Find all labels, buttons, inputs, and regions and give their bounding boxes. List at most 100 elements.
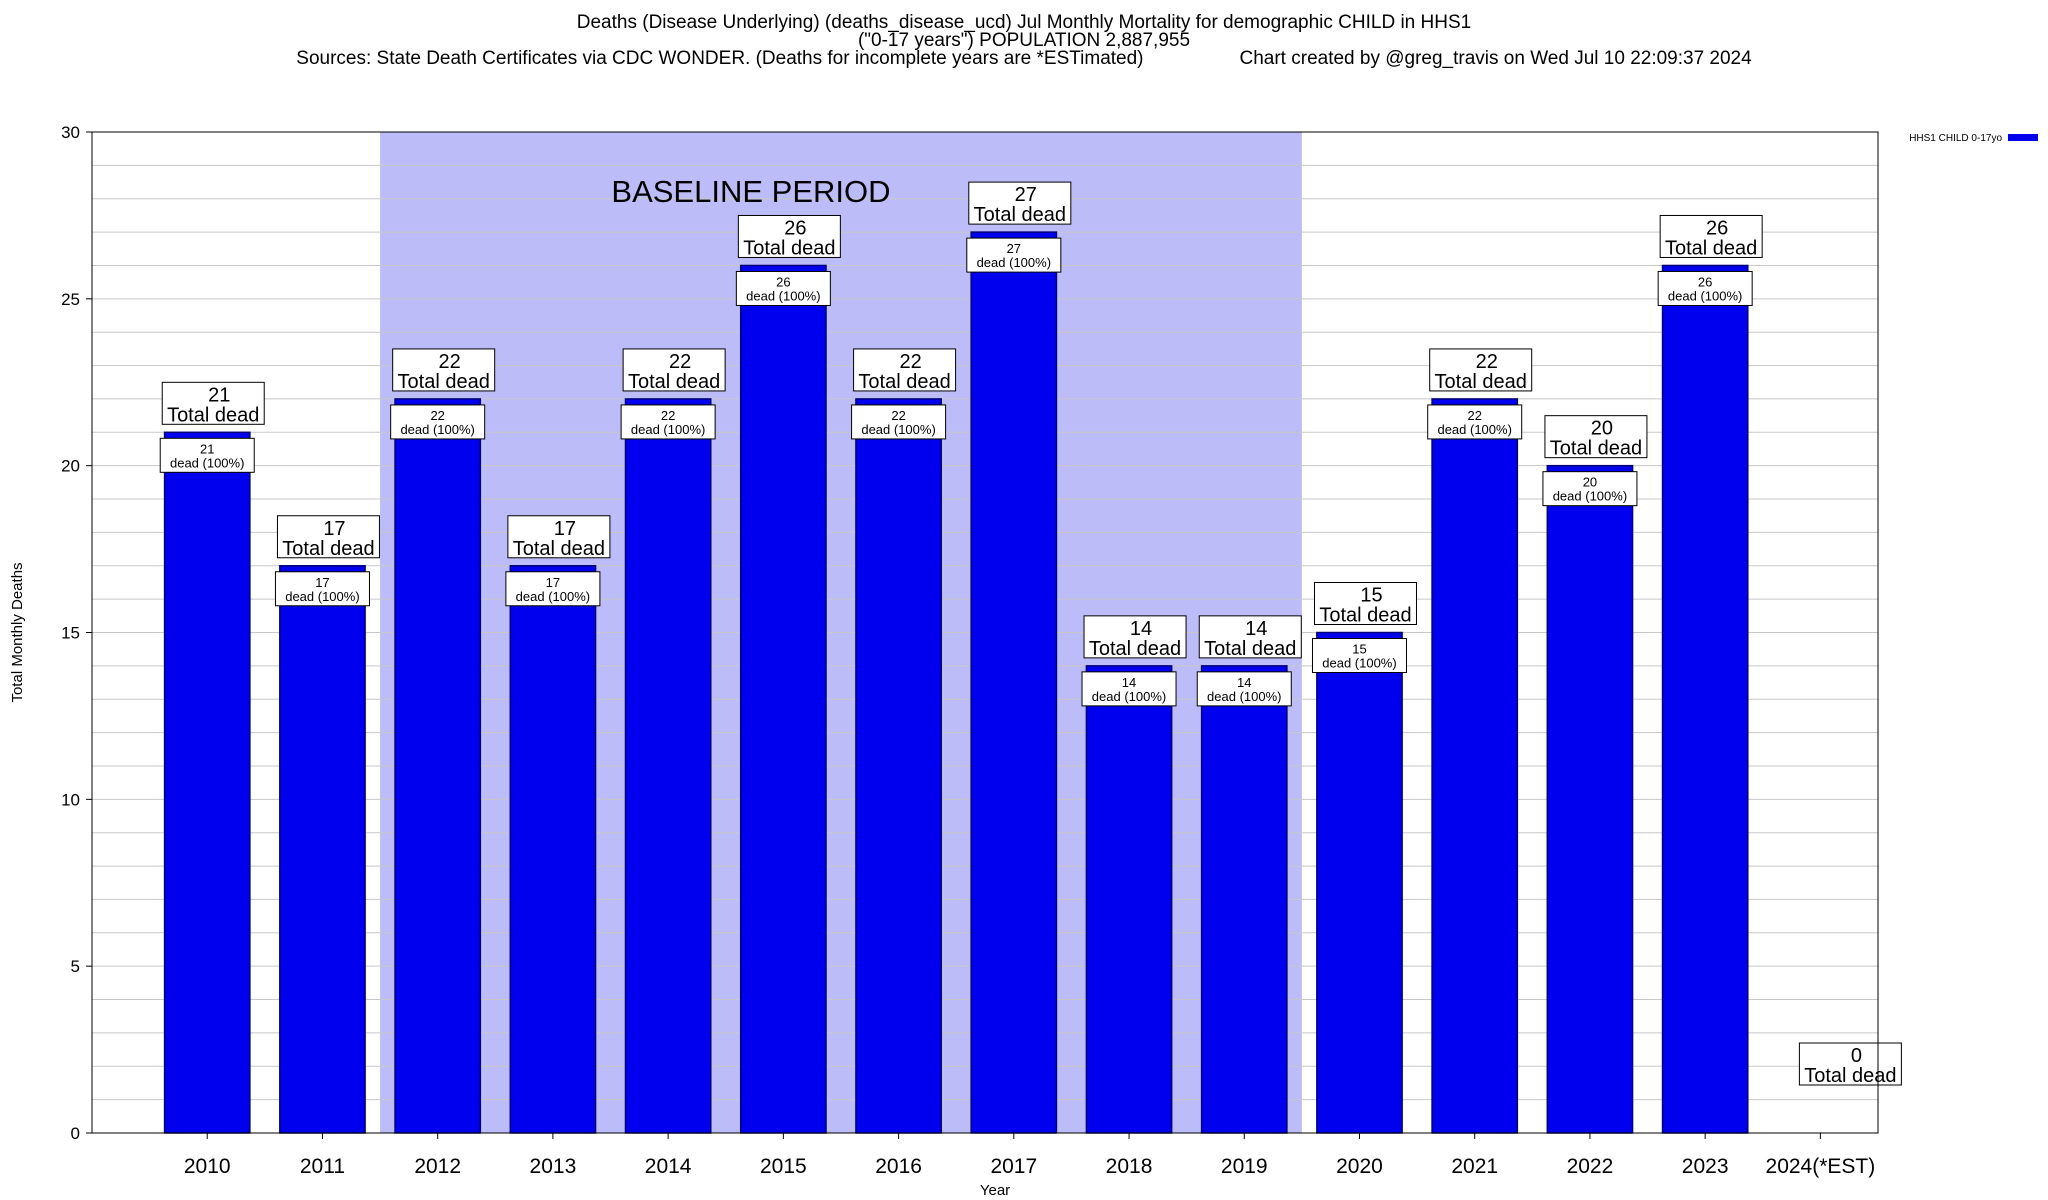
bar-inner-label-box [851,404,947,440]
bar-inner-label-box [505,571,601,607]
bar-total-suffix: Total dead [1204,638,1296,660]
bar-inner-value: 20 [1583,475,1597,490]
x-tick-label: 2024(*EST) [1766,1155,1876,1178]
bar-total-label-box [1429,348,1533,392]
bar [624,398,712,1134]
bar-total-label-box [622,348,726,392]
bar-inner-value: 22 [430,408,444,423]
bar-inner-suffix: dead (100%) [1092,689,1166,704]
bar-total-suffix: Total dead [1319,605,1411,627]
bar-inner-suffix: dead (100%) [746,288,820,303]
bar-total-label-box [1083,615,1187,659]
x-tick-label: 2013 [530,1155,577,1178]
bar-total-value: 15 [1360,585,1382,607]
bar-inner-value: 17 [546,575,560,590]
x-tick-label: 2021 [1451,1155,1498,1178]
y-tick-label: 15 [61,624,80,643]
bar-total-value: 17 [323,518,345,540]
bar-total-label-box [1313,582,1417,625]
bar-total-suffix: Total dead [858,371,950,393]
bar-inner-suffix: dead (100%) [977,255,1051,270]
bar-inner-value: 26 [1698,274,1712,289]
bar-inner-suffix: dead (100%) [516,589,590,604]
bar-inner-suffix: dead (100%) [1668,288,1742,303]
bar [1085,665,1173,1134]
bar-total-value: 21 [208,384,230,406]
bar-total-value: 20 [1591,418,1613,440]
bar-total-suffix: Total dead [513,538,605,560]
x-tick-label: 2011 [300,1155,345,1178]
bar-total-value: 17 [554,518,576,540]
bar [163,431,251,1134]
x-tick-label: 2018 [1106,1155,1153,1178]
bar-total-suffix: Total dead [167,404,259,426]
bar-total-suffix: Total dead [1804,1065,1896,1087]
y-tick-label: 25 [61,290,80,309]
bar-inner-label-box [1427,404,1523,440]
x-tick-label: 2010 [184,1155,231,1178]
bar-inner-label-box [159,437,255,473]
bar-inner-value: 21 [200,441,214,456]
bar-total-label-box [1198,615,1302,659]
bar-inner-value: 17 [315,575,329,590]
bar [279,565,366,1134]
bar [970,231,1058,1134]
y-axis-title: Total Monthly Deaths [9,562,26,702]
bar-total-value: 22 [439,351,461,373]
bar-inner-label-box [274,571,370,607]
bar-total-suffix: Total dead [743,237,835,259]
chart-credit: Chart created by @greg_travis on Wed Jul… [1239,48,1752,69]
chart-sources: Sources: State Death Certificates via CD… [296,48,1144,69]
y-tick-label: 10 [61,790,80,809]
bar-total-value: 26 [784,217,806,239]
bar-inner-label-box [1657,270,1753,306]
bar-inner-suffix: dead (100%) [285,589,359,604]
y-tick-label: 0 [71,1124,80,1143]
bar-total-suffix: Total dead [282,538,374,560]
bar [509,565,597,1134]
bar-total-suffix: Total dead [1089,638,1181,660]
bar-total-label-box [1659,214,1763,258]
bar-total-label-box [161,381,265,425]
bar-total-value: 14 [1130,618,1152,640]
plot-frame [91,131,1879,1134]
bar-total-value: 22 [1476,351,1498,373]
bar-inner-value: 26 [776,274,790,289]
bar-total-label-box [507,515,611,559]
x-tick-label: 2016 [875,1155,922,1178]
chart-header: Deaths (Disease Underlying) (deaths_dise… [0,12,2048,69]
y-tick-label: 5 [71,957,80,976]
bar-inner-label-box [620,404,716,440]
bar-total-value: 0 [1851,1045,1862,1067]
bar-inner-value: 14 [1237,675,1251,690]
bar-total-value: 22 [669,351,691,373]
chart-title-line1: Deaths (Disease Underlying) (deaths_dise… [576,12,1472,33]
bar-inner-suffix: dead (100%) [861,422,935,437]
bar-inner-suffix: dead (100%) [1437,422,1511,437]
bar-inner-label-box [1081,671,1177,707]
legend-label: HHS1 CHILD 0-17yo [1909,133,2002,144]
chart-source-line: Sources: State Death Certificates via CD… [0,48,2048,69]
bar-inner-suffix: dead (100%) [170,455,244,470]
x-tick-label: 2019 [1221,1155,1268,1178]
baseline-period-label: BASELINE PERIOD [611,174,890,209]
bar-total-label-box [1798,1042,1902,1086]
bar-inner-label-box [966,237,1062,273]
bar-total-value: 27 [1015,184,1037,206]
chart-title-line2: ("0-17 years") POPULATION 2,887,955 [857,30,1191,51]
bar-inner-suffix: dead (100%) [1553,489,1627,504]
bar-inner-value: 15 [1352,642,1366,657]
bar [739,264,827,1134]
bar-inner-suffix: dead (100%) [1207,689,1281,704]
legend-swatch [2008,134,2038,141]
bar-inner-value: 22 [891,408,905,423]
bar-inner-value: 22 [1467,408,1481,423]
bar-inner-label-box [1542,471,1638,507]
bar-inner-label-box [1196,671,1292,707]
bar-inner-label-box [735,270,831,306]
bar-total-suffix: Total dead [1435,371,1527,393]
y-tick-label: 20 [61,457,80,476]
bar-total-label-box [737,214,841,258]
x-tick-label: 2014 [645,1155,692,1178]
